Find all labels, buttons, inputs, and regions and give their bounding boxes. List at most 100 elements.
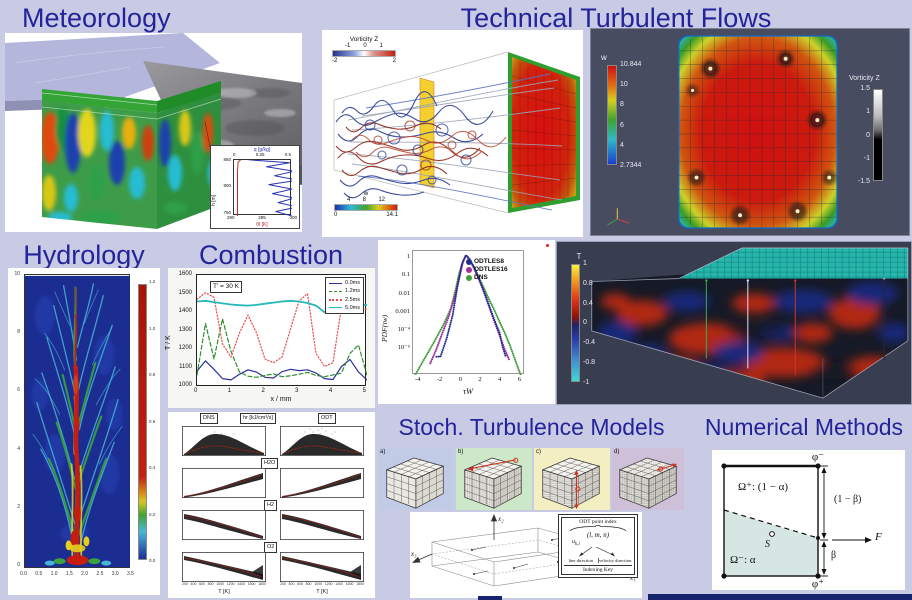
row-label-o2: O2 [264, 542, 278, 553]
legend-dot [466, 258, 472, 265]
tick-label: 1.0 [50, 571, 58, 577]
vorticity-colorbar [332, 50, 396, 57]
hydrology-heatmap [24, 274, 130, 568]
title-combustion: Combustion [198, 240, 344, 270]
tick-label: 0.0 [20, 571, 27, 577]
tick-label: 1800 [258, 582, 266, 586]
tick-label: 1 [379, 43, 383, 49]
tick-label: 600 [297, 582, 303, 586]
tick-label: 4 [328, 388, 333, 394]
tick-label: 1.5 [65, 571, 73, 577]
index-tuple: (l, m, n) [586, 531, 610, 539]
key-title: ODT point index [579, 519, 617, 525]
w-colorbar-ticks: 10.844 10 8 6 4 2.7344 [620, 61, 641, 169]
vorticity-colorbar-label: Vorticity Z [849, 75, 880, 82]
velocity-direction-label: velocity direction [597, 558, 632, 564]
lattice-cube-c [542, 457, 600, 510]
title-numerical-methods: Numerical Methods [704, 414, 904, 440]
tick-label: 2.0 [81, 571, 89, 577]
vorticity-z-legend: Vorticity Z -1 0 1 -2 2 [332, 36, 396, 64]
lattice-cube-a [386, 457, 444, 509]
combustion-x-ticks: 0 1 2 3 4 5 [194, 388, 366, 394]
symbol-base: u [572, 539, 575, 545]
x3-axis-label: x₃ [410, 550, 417, 558]
lattice-cube-b [464, 457, 522, 509]
inset-top-ticks: 0 0.25 0.5 [233, 152, 291, 158]
tick-label: 1400 [237, 582, 245, 586]
tick-label: 2 [261, 388, 265, 394]
legend-label: 5.0ms [345, 304, 360, 311]
title-meteorology: Meteorology [22, 3, 171, 33]
tick-label: 850 [223, 157, 231, 162]
panel-label: d) [614, 449, 620, 455]
tick-label: 3.0 [111, 571, 119, 577]
vorticity-colorbar-ticks: 1.5 1 0 -1 -1.5 [851, 85, 870, 185]
tick-label: 2 [17, 503, 20, 510]
inset-series [237, 160, 292, 216]
tick-label: 0.2 [149, 511, 156, 517]
tick-label: 1 [406, 253, 410, 260]
tick-label: 1600 [178, 271, 192, 277]
tick-label: 1800 [356, 582, 364, 586]
title-stoch-turbulence-models: Stoch. Turbulence Models [398, 414, 665, 440]
tick-label: 1 [227, 388, 232, 394]
direction-labels: line direction velocity direction [564, 558, 632, 564]
omega-minus-label: Ω⁻: α [730, 554, 756, 566]
phi-minus-label: φ⁻ [811, 451, 825, 463]
tick-label: 8 [620, 101, 624, 109]
tick-label: 10.844 [620, 61, 642, 68]
tick-label: 400 [190, 582, 197, 586]
tick-label: 1500 [178, 289, 192, 296]
stoch-cube-panel-a: a) [378, 448, 453, 510]
beta-label: β [831, 550, 837, 561]
axis-triad [607, 208, 630, 226]
tick-label: 1400 [335, 582, 343, 586]
tick-label: 12 [378, 197, 385, 203]
lattice-cube-d [619, 457, 678, 509]
tick-label: 0.5 [35, 571, 43, 577]
legend-range: -2 2 [332, 58, 396, 64]
pdf-y-ticks: 1 0.1 0.01 0.001 10⁻⁴ 10⁻⁵ [388, 253, 410, 352]
tick-label: 1.2 [149, 279, 156, 284]
t-colorbar [571, 264, 580, 382]
tick-label: -0.8 [583, 359, 596, 367]
tick-label: -1 [863, 154, 870, 162]
hydrology-colorbar [138, 284, 147, 560]
velocity-symbol: uk,i [572, 539, 580, 547]
tick-label: 10 [14, 271, 20, 277]
tick-label: 295 [258, 215, 266, 220]
tick-label: 0.4 [149, 465, 156, 471]
numerical-methods-panel: φ⁻ φ⁺ Ω⁺: (1 − α) Ω⁻: α (1 − β) β F S [712, 450, 905, 590]
scatter-h2-odt [280, 510, 364, 540]
legend-title: w [363, 190, 369, 197]
tick-label: 0 [363, 43, 367, 49]
inset-top-axis-label: q [g/kg] [253, 147, 271, 153]
tick-label: 800 [305, 582, 312, 586]
scatter-h2o-odt [280, 468, 364, 498]
legend-label: DNS [474, 274, 488, 281]
scatter-o2-odt [280, 552, 364, 582]
tick-label: 800 [223, 183, 231, 189]
row-label-h2o: H2O [261, 458, 279, 469]
hydrology-x-ticks: 0.0 0.5 1.0 1.5 2.0 2.5 3.0 3.5 [20, 572, 134, 577]
legend-min: 0 [334, 212, 338, 218]
tick-label: 10⁻⁴ [397, 326, 410, 334]
corner-vortices [686, 50, 837, 225]
combustion-line-chart-panel: 1600 1500 1400 1300 1200 1100 1000 T / K T' = … [165, 268, 375, 408]
legend-title: Vorticity Z [349, 36, 379, 43]
legend-entry: ODTLES16 [466, 266, 508, 273]
tick-label: 0 [233, 152, 236, 157]
scatter-x-ticks-dns: 200 400 600 800 1000 1200 1400 1600 1800 [182, 582, 266, 587]
tick-label: 0 [583, 319, 587, 327]
key-arrows [579, 547, 615, 557]
row-label-h2: H2 [264, 500, 278, 511]
indexing-key-box: ODT point index (l, m, n) uk,i line dire… [558, 514, 638, 579]
vorticity-colorbar [873, 89, 883, 181]
tick-label: -1.5 [857, 178, 870, 185]
tick-label: 1600 [247, 582, 256, 586]
tick-label: 1 [866, 108, 870, 116]
panel-label: b) [458, 449, 464, 455]
legend-max: 14.1 [386, 212, 398, 218]
tick-label: 1600 [345, 582, 354, 586]
legend-label: ODTLES16 [474, 266, 508, 273]
